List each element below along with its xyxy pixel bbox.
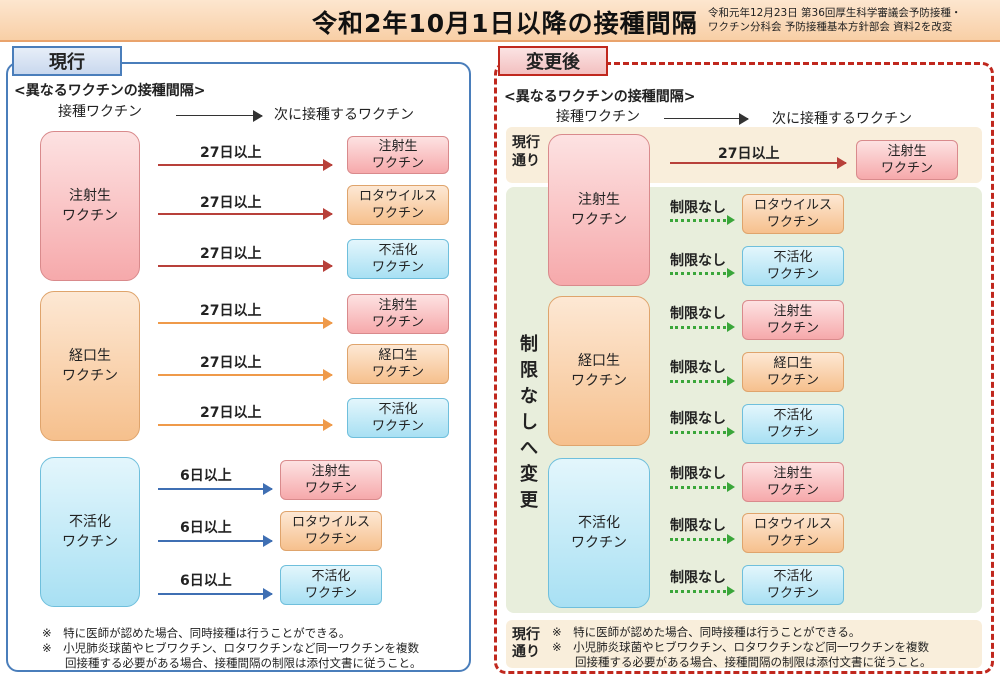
no-limit-label: 制限なし: [670, 200, 726, 216]
note-line: 回接種する必要がある場合、接種間隔の制限は添付文書に従うこと。: [42, 656, 422, 670]
interval-arrow: [158, 159, 333, 171]
interval-label: 27日以上: [200, 145, 262, 161]
target-box: ロタウイルス ワクチン: [742, 513, 844, 553]
header-arrow: [664, 113, 749, 125]
target-box: 経口生 ワクチン: [347, 344, 449, 384]
current-panel: [6, 62, 471, 672]
target-box: 不活化 ワクチン: [742, 565, 844, 605]
right-notes: ※ 特に医師が認めた場合、同時接種は行うことができる。 ※ 小児肺炎球菌やヒブワ…: [552, 625, 932, 670]
interval-label: 27日以上: [200, 246, 262, 262]
target-box: 不活化 ワクチン: [280, 565, 382, 605]
no-limit-arrow: [670, 215, 735, 225]
right-col2-label: 次に接種するワクチン: [772, 111, 912, 127]
interval-label: 6日以上: [180, 468, 232, 484]
target-box: ロタウイルス ワクチン: [280, 511, 382, 551]
target-box: 注射生 ワクチン: [742, 462, 844, 502]
no-limit-arrow: [670, 427, 735, 437]
revised-tab: 変更後: [498, 46, 608, 76]
no-limit-label: 制限なし: [670, 466, 726, 482]
note-line: ※ 小児肺炎球菌やヒブワクチン、ロタワクチンなど同一ワクチンを複数: [42, 641, 419, 655]
notes-band: [506, 620, 982, 668]
target-box: 不活化 ワクチン: [347, 398, 449, 438]
current-tab: 現行: [12, 46, 122, 76]
note-line: 回接種する必要がある場合、接種間隔の制限は添付文書に従うこと。: [552, 655, 932, 669]
interval-label: 27日以上: [200, 405, 262, 421]
interval-label: 6日以上: [180, 520, 232, 536]
left-source-oral-live: 経口生 ワクチン: [40, 291, 140, 441]
right-heading: <異なるワクチンの接種間隔>: [504, 89, 696, 105]
note-line: ※ 特に医師が認めた場合、同時接種は行うことができる。: [552, 625, 861, 639]
no-limit-label: 制限なし: [670, 253, 726, 269]
target-box: ロタウイルス ワクチン: [742, 194, 844, 234]
interval-arrow: [158, 208, 333, 220]
interval-arrow: [158, 588, 273, 600]
target-box: 不活化 ワクチン: [347, 239, 449, 279]
target-box: 不活化 ワクチン: [742, 404, 844, 444]
target-box: 注射生 ワクチン: [742, 300, 844, 340]
note-line: ※ 小児肺炎球菌やヒブワクチン、ロタワクチンなど同一ワクチンを複数: [552, 640, 929, 654]
target-box: 注射生 ワクチン: [856, 140, 958, 180]
left-source-inactivated: 不活化 ワクチン: [40, 457, 140, 607]
target-box: ロタウイルス ワクチン: [347, 185, 449, 225]
target-box: 注射生 ワクチン: [347, 136, 449, 174]
header-arrow: [176, 110, 263, 122]
target-box: 注射生 ワクチン: [347, 294, 449, 334]
interval-label: 27日以上: [718, 146, 780, 162]
no-limit-arrow: [670, 534, 735, 544]
interval-arrow: [158, 260, 333, 272]
source-note: 令和元年12月23日 第36回厚生科学審議会予防接種・ ワクチン分科会 予防接種…: [708, 6, 961, 34]
interval-arrow: [158, 317, 333, 329]
no-limit-arrow: [670, 586, 735, 596]
no-limit-arrow: [670, 268, 735, 278]
no-limit-arrow: [670, 376, 735, 386]
interval-label: 27日以上: [200, 303, 262, 319]
right-source-injection-live: 注射生 ワクチン: [548, 134, 650, 286]
interval-arrow: [158, 483, 273, 495]
target-box: 注射生 ワクチン: [280, 460, 382, 500]
source-line-1: 令和元年12月23日 第36回厚生科学審議会予防接種・: [708, 7, 962, 19]
revised-panel: [494, 62, 994, 674]
no-limit-label: 制限なし: [670, 306, 726, 322]
no-limit-label: 制限なし: [670, 360, 726, 376]
header-bar: [0, 0, 1000, 42]
left-heading: <異なるワクチンの接種間隔>: [14, 83, 206, 99]
no-limit-arrow: [670, 322, 735, 332]
page-title: 令和2年10月1日以降の接種間隔: [312, 9, 698, 38]
note-line: ※ 特に医師が認めた場合、同時接種は行うことができる。: [42, 626, 351, 640]
interval-arrow: [670, 157, 847, 169]
left-col2-label: 次に接種するワクチン: [274, 107, 414, 123]
right-col1-label: 接種ワクチン: [556, 109, 640, 125]
interval-label: 27日以上: [200, 195, 262, 211]
interval-arrow: [158, 369, 333, 381]
right-source-oral-live: 経口生 ワクチン: [548, 296, 650, 446]
interval-arrow: [158, 535, 273, 547]
no-limit-label: 制限なし: [670, 570, 726, 586]
target-box: 経口生 ワクチン: [742, 352, 844, 392]
current-rule-label: 現行 通り: [512, 135, 540, 169]
interval-label: 6日以上: [180, 573, 232, 589]
left-notes: ※ 特に医師が認めた場合、同時接種は行うことができる。 ※ 小児肺炎球菌やヒブワ…: [42, 626, 422, 671]
target-box: 不活化 ワクチン: [742, 246, 844, 286]
right-source-inactivated: 不活化 ワクチン: [548, 458, 650, 608]
left-col1-label: 接種ワクチン: [58, 104, 142, 120]
interval-label: 27日以上: [200, 355, 262, 371]
no-limit-arrow: [670, 482, 735, 492]
no-limit-label: 制限なし: [670, 518, 726, 534]
no-limit-change-label: 制限なしへ変更: [520, 334, 538, 511]
notes-current-label: 現行 通り: [512, 627, 540, 660]
no-limit-label: 制限なし: [670, 411, 726, 427]
interval-arrow: [158, 419, 333, 431]
source-line-2: ワクチン分科会 予防接種基本方針部会 資料2を改変: [708, 21, 953, 33]
left-source-injection-live: 注射生 ワクチン: [40, 131, 140, 281]
